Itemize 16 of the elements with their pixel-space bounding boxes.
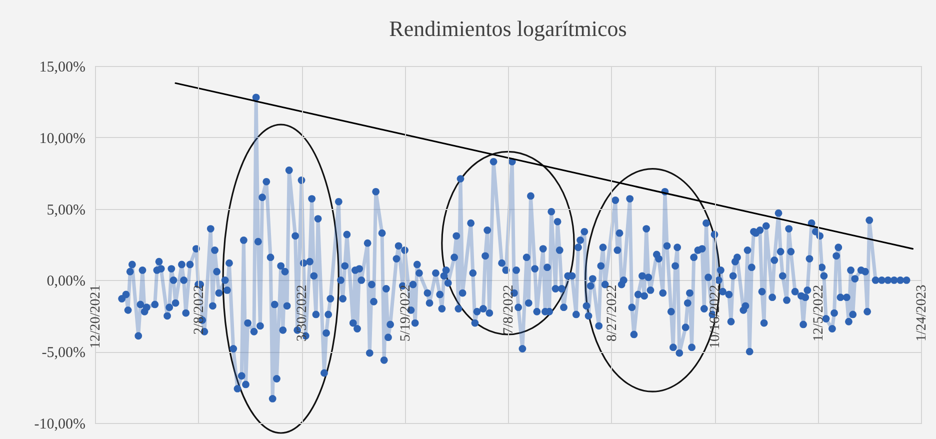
x-tick-label: 5/19/2022: [398, 284, 414, 342]
y-tick-label: 15,00%: [39, 60, 86, 76]
x-tick-label: 12/20/2021: [88, 284, 104, 348]
y-tick-label: 5,00%: [46, 202, 86, 218]
x-tick-label: 7/8/2022: [502, 284, 516, 334]
y-tick-label: 0,00%: [46, 274, 86, 290]
y-tick-label: -10,00%: [34, 416, 86, 432]
x-tick-label: 2/8/2022: [192, 284, 207, 334]
x-tick-label: 12/5/2022: [811, 284, 826, 342]
chart-title: Rendimientos logarítmicos: [389, 16, 627, 41]
x-tick-label: 10/16/2022: [708, 284, 723, 348]
y-tick-label: 10,00%: [39, 130, 86, 147]
x-tick-label: 8/27/2022: [604, 284, 620, 342]
y-tick-label: -5,00%: [42, 345, 86, 362]
x-tick-label: 1/24/2023: [914, 284, 930, 342]
x-tick-label: 3/30/2022: [295, 284, 310, 342]
